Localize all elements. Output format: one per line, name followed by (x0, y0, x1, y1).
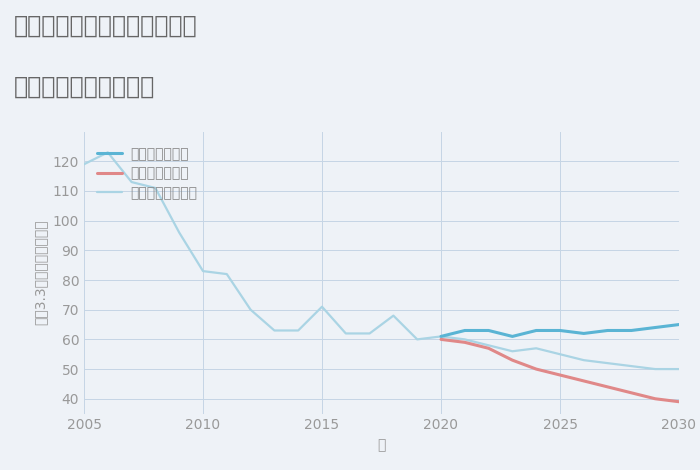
ノーマルシナリオ (199, 268, 207, 274)
グッドシナリオ (484, 328, 493, 333)
バッドシナリオ (461, 339, 469, 345)
グッドシナリオ (603, 328, 612, 333)
グッドシナリオ (461, 328, 469, 333)
Line: グッドシナリオ: グッドシナリオ (441, 325, 679, 337)
ノーマルシナリオ (270, 328, 279, 333)
グッドシナリオ (627, 328, 636, 333)
バッドシナリオ (627, 390, 636, 396)
Text: 中古戸建ての価格推移: 中古戸建ての価格推移 (14, 75, 155, 99)
ノーマルシナリオ (175, 230, 183, 235)
ノーマルシナリオ (532, 345, 540, 351)
グッドシナリオ (651, 325, 659, 330)
ノーマルシナリオ (580, 357, 588, 363)
ノーマルシナリオ (151, 185, 160, 191)
ノーマルシナリオ (342, 330, 350, 336)
Line: ノーマルシナリオ: ノーマルシナリオ (84, 152, 679, 369)
Line: バッドシナリオ: バッドシナリオ (441, 339, 679, 402)
バッドシナリオ (603, 384, 612, 390)
ノーマルシナリオ (127, 179, 136, 185)
ノーマルシナリオ (104, 149, 112, 155)
バッドシナリオ (651, 396, 659, 401)
Legend: グッドシナリオ, バッドシナリオ, ノーマルシナリオ: グッドシナリオ, バッドシナリオ, ノーマルシナリオ (97, 147, 197, 200)
ノーマルシナリオ (294, 328, 302, 333)
ノーマルシナリオ (508, 348, 517, 354)
バッドシナリオ (532, 366, 540, 372)
ノーマルシナリオ (437, 334, 445, 339)
グッドシナリオ (532, 328, 540, 333)
グッドシナリオ (508, 334, 517, 339)
ノーマルシナリオ (675, 366, 683, 372)
ノーマルシナリオ (556, 352, 564, 357)
ノーマルシナリオ (461, 337, 469, 342)
バッドシナリオ (580, 378, 588, 384)
ノーマルシナリオ (80, 161, 88, 167)
ノーマルシナリオ (223, 271, 231, 277)
ノーマルシナリオ (389, 313, 398, 319)
バッドシナリオ (675, 399, 683, 405)
ノーマルシナリオ (651, 366, 659, 372)
X-axis label: 年: 年 (377, 438, 386, 452)
ノーマルシナリオ (627, 363, 636, 369)
グッドシナリオ (675, 322, 683, 328)
グッドシナリオ (437, 334, 445, 339)
バッドシナリオ (508, 357, 517, 363)
Text: 岐阜県下呂市金山町大船渡の: 岐阜県下呂市金山町大船渡の (14, 14, 197, 38)
ノーマルシナリオ (413, 337, 421, 342)
ノーマルシナリオ (603, 360, 612, 366)
バッドシナリオ (484, 345, 493, 351)
ノーマルシナリオ (318, 304, 326, 310)
ノーマルシナリオ (246, 307, 255, 313)
ノーマルシナリオ (365, 330, 374, 336)
Y-axis label: 坪（3.3㎡）単価（万円）: 坪（3.3㎡）単価（万円） (33, 220, 47, 325)
バッドシナリオ (437, 337, 445, 342)
ノーマルシナリオ (484, 343, 493, 348)
グッドシナリオ (556, 328, 564, 333)
バッドシナリオ (556, 372, 564, 378)
グッドシナリオ (580, 330, 588, 336)
